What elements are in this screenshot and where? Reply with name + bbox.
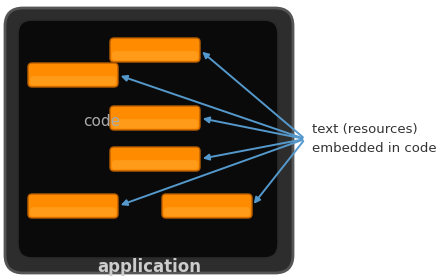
FancyBboxPatch shape [164,207,250,216]
FancyBboxPatch shape [18,20,278,258]
FancyBboxPatch shape [112,51,198,60]
FancyBboxPatch shape [110,38,200,62]
FancyBboxPatch shape [28,63,118,87]
FancyBboxPatch shape [112,119,198,128]
FancyBboxPatch shape [112,160,198,169]
FancyBboxPatch shape [5,8,293,273]
FancyBboxPatch shape [162,194,252,218]
FancyBboxPatch shape [30,76,116,85]
FancyBboxPatch shape [30,207,116,216]
Text: application: application [97,258,201,276]
FancyBboxPatch shape [28,194,118,218]
FancyBboxPatch shape [110,106,200,130]
Text: code: code [84,115,121,130]
Text: text (resources)
embedded in code: text (resources) embedded in code [312,123,437,155]
FancyBboxPatch shape [110,147,200,171]
